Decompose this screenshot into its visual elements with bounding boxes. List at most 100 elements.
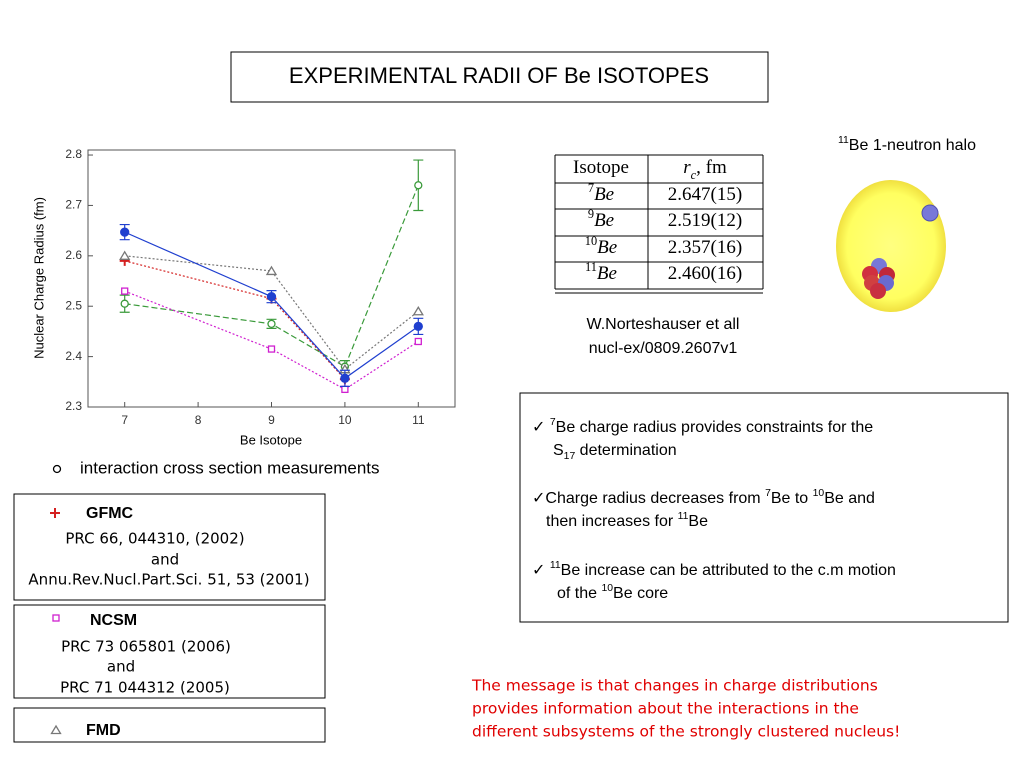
y-axis-label: Nuclear Charge Radius (fm) [31,197,46,359]
text-part: 2.460(16) [668,263,742,284]
text-part: 10 [585,234,597,248]
reference: and [151,551,179,569]
text-part: , fm [696,157,727,178]
marker [52,614,60,622]
text-part: Be charge radius provides constraints fo… [556,419,874,436]
text-part: Be 1-neutron halo [849,137,976,154]
marker [121,287,129,295]
y-tick-label: 2.7 [65,198,82,212]
marker [267,345,276,353]
plot-frame [87,149,456,408]
text-part: Be [594,210,614,231]
marker [414,337,422,346]
table [554,154,764,294]
marker [412,305,424,316]
text-part: 7 [550,417,556,428]
text-part: 10 [601,583,613,594]
text-part: Be [597,263,617,284]
legend-text: GFMC [86,505,134,522]
marker [119,250,131,260]
legend-text: NCSM [90,612,137,629]
x-tick-label: 10 [338,413,352,427]
table-cell: 10Be [585,234,617,259]
text-part: ✓ [532,419,550,436]
text-part: 11 [550,560,561,571]
citation: nucl-ex/0809.2607v1 [589,340,738,357]
gfmc-box [13,493,326,601]
text-part: Be [597,237,617,258]
series-line [124,185,419,368]
reference: Annu.Rev.Nucl.Part.Sci. 51, 53 (2001) [28,571,309,589]
x-tick-label: 7 [121,413,128,427]
reference: and [107,658,135,676]
table-cell: 2.460(16) [668,263,742,284]
table-cell: 7Be [588,181,614,206]
series-line [124,255,419,371]
marker [413,321,423,332]
y-tick-label: 2.6 [65,248,82,262]
y-tick-label: 2.8 [65,147,82,161]
note-line: then increases for 11Be [546,511,708,530]
x-tick-label: 8 [195,413,202,427]
x-tick-label: 11 [412,413,425,427]
text-part: Be to [771,490,813,507]
fmd-box [13,707,326,743]
marker [265,265,278,276]
y-tick-label: 2.5 [65,298,82,312]
table-cell: 9Be [588,207,614,232]
y-tick-label: 2.3 [65,399,82,413]
title-box [230,51,769,103]
text-part: Be and [824,490,875,507]
table-cell: 2.357(16) [668,237,742,258]
text-part: ✓ [532,562,550,579]
table-cell: Isotope [573,157,629,178]
text-part: 17 [564,451,576,462]
reference: PRC 73 065801 (2006) [61,638,231,656]
text-part: 9 [588,207,594,221]
text-part: Be [688,513,708,530]
text-part: 7 [765,488,771,499]
series-line [124,231,419,380]
note-line: ✓ 7Be charge radius provides constraints… [532,417,873,436]
text-part: S [553,442,564,459]
halo-label: 11Be 1-neutron halo [838,135,976,154]
text-part: determination [575,442,676,459]
text-part: 11 [585,260,597,274]
marker [120,299,129,308]
marker [50,724,62,735]
text-part: Be [594,184,614,205]
reference: PRC 66, 044310, (2002) [65,530,244,548]
message: The message is that changes in charge di… [471,677,878,695]
y-tick-label: 2.4 [65,349,82,363]
text-part: 2.357(16) [668,237,742,258]
table-cell: 11Be [585,260,617,285]
text-part: Isotope [573,157,629,178]
text-part: c [691,168,697,182]
message: provides information about the interacti… [472,700,859,718]
marker [414,181,423,190]
x-axis-label: Be Isotope [240,432,302,447]
text-part: of the [557,585,601,602]
slide-title: EXPERIMENTAL RADII OF Be ISOTOPES [289,63,709,88]
table-cell: 2.519(12) [668,210,742,231]
marker [267,319,276,329]
text-part: 7 [588,181,594,195]
table-cell: rc, fm [683,157,727,181]
text-part: Be core [613,585,668,602]
message: different subsystems of the strongly clu… [472,723,900,741]
x-tick-label: 9 [268,413,275,427]
series-line [124,290,419,391]
note-line: ✓Charge radius decreases from 7Be to 10B… [532,488,875,507]
halo-neutron [921,204,939,222]
notes-box [519,392,1009,623]
citation: W.Norteshauser et all [587,316,740,333]
text-part: then increases for [546,513,678,530]
text-part: Be increase can be attributed to the c.m… [561,562,896,579]
text-part: 2.519(12) [668,210,742,231]
halo-ellipse [836,180,946,312]
marker [120,227,130,237]
legend-text: interaction cross section measurements [80,458,380,477]
marker [340,373,350,383]
halo-graphic [836,180,946,312]
